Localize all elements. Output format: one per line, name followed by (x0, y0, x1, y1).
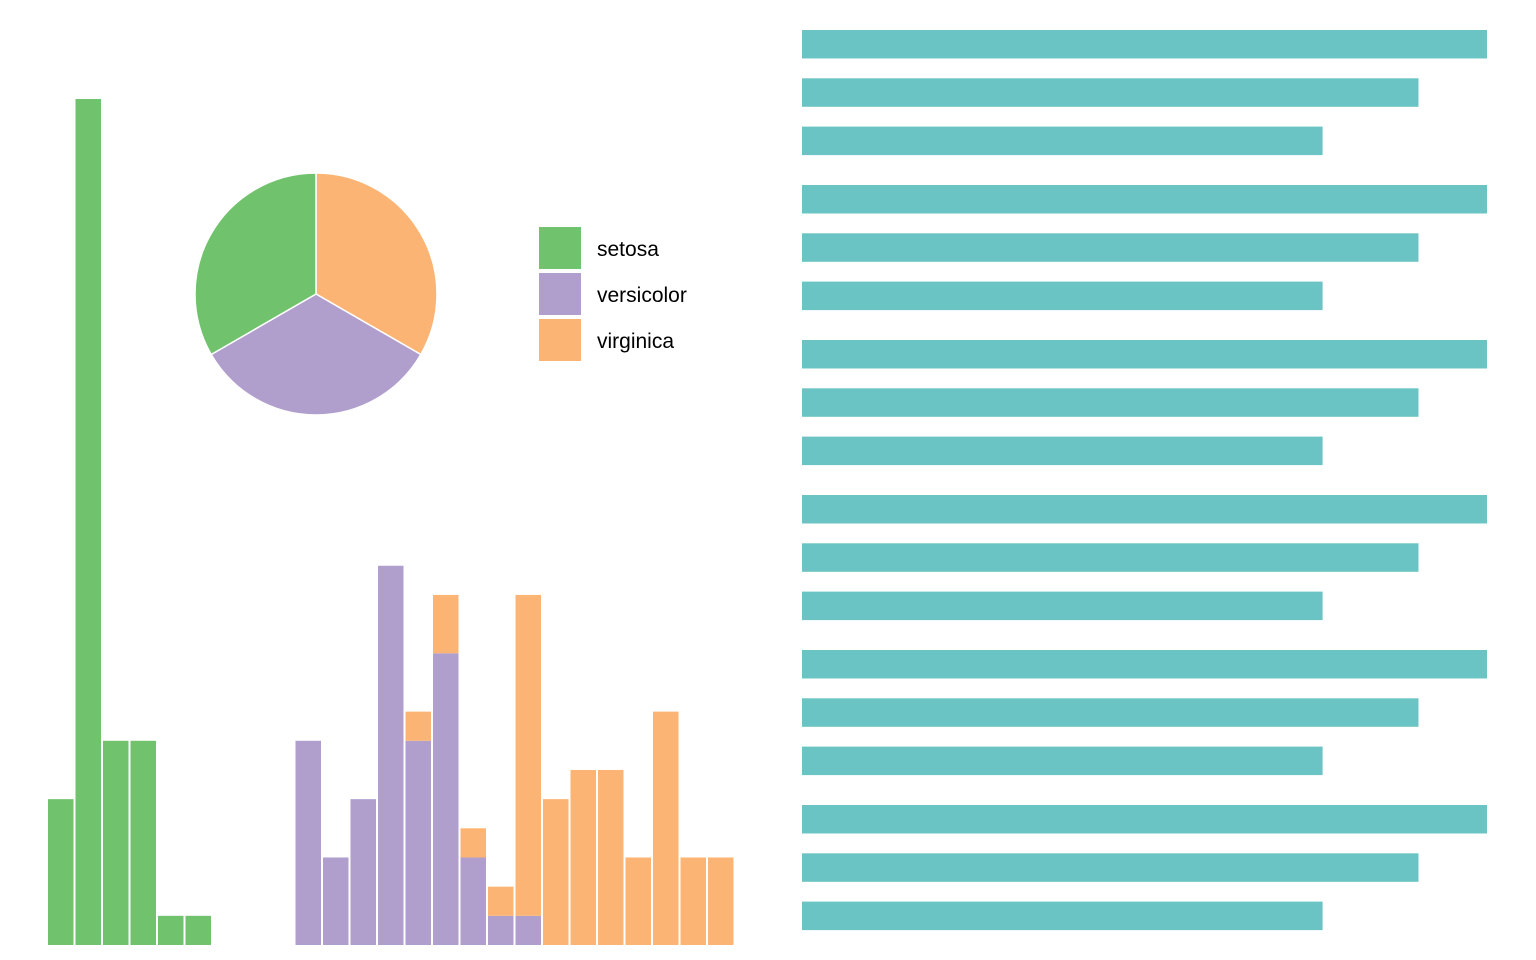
hbar-13 (802, 650, 1487, 679)
hbar-16 (802, 805, 1487, 834)
hbar-12 (802, 591, 1323, 621)
hist-bar-versicolor-16 (488, 915, 514, 945)
hist-bar-setosa-0 (48, 799, 74, 945)
hist-bar-virginica-20 (598, 769, 624, 945)
hbar-5 (802, 233, 1419, 262)
hist-bar-virginica-21 (625, 857, 651, 945)
hbar-8 (802, 388, 1419, 417)
hist-bar-virginica-19 (570, 769, 596, 945)
hbar-6 (802, 281, 1323, 311)
hbar-11 (802, 543, 1419, 572)
horizontal-bar-chart (802, 30, 1487, 931)
hist-bar-virginica-23 (680, 857, 706, 945)
hbar-15 (802, 746, 1323, 776)
hist-bar-virginica-18 (543, 799, 569, 945)
hbar-1 (802, 30, 1487, 59)
legend-label-versicolor: versicolor (597, 284, 687, 307)
hbar-7 (802, 340, 1487, 369)
hbar-9 (802, 436, 1323, 466)
hbar-18 (802, 901, 1323, 931)
legend-swatch-versicolor (539, 273, 581, 315)
hbar-2 (802, 78, 1419, 107)
legend-swatch-virginica (539, 319, 581, 361)
hist-bar-setosa-5 (185, 915, 211, 945)
legend-swatch-setosa (539, 227, 581, 269)
hist-bar-virginica-13 (405, 711, 431, 741)
hist-bar-virginica-17 (515, 594, 541, 916)
stacked-histogram (48, 99, 734, 945)
hist-bar-setosa-1 (75, 99, 101, 945)
species-pie-chart (194, 172, 438, 416)
hist-bar-virginica-22 (653, 711, 679, 945)
hbar-14 (802, 698, 1419, 727)
hbar-3 (802, 126, 1323, 156)
hist-bar-versicolor-15 (460, 857, 486, 945)
hist-bar-setosa-4 (158, 915, 184, 945)
hist-bar-versicolor-9 (295, 740, 321, 945)
hist-bar-versicolor-13 (405, 740, 431, 945)
hist-bar-versicolor-10 (323, 857, 349, 945)
hist-bar-virginica-14 (433, 594, 459, 654)
pie-legend: setosa versicolor virginica (539, 227, 687, 361)
hist-bar-virginica-15 (460, 828, 486, 858)
pie-slice-virginica (315, 172, 438, 356)
hist-bar-versicolor-12 (378, 565, 404, 945)
hist-bar-setosa-2 (103, 740, 129, 945)
hbar-17 (802, 853, 1419, 882)
legend-label-setosa: setosa (597, 238, 659, 261)
hist-bar-setosa-3 (130, 740, 156, 945)
pie-slice-setosa (194, 172, 317, 356)
hist-bar-virginica-24 (708, 857, 734, 945)
hist-bar-versicolor-11 (350, 799, 376, 945)
hist-bar-versicolor-17 (515, 915, 541, 945)
hbar-10 (802, 495, 1487, 524)
hist-bar-versicolor-14 (433, 653, 459, 945)
hist-bar-virginica-16 (488, 886, 514, 916)
legend-label-virginica: virginica (597, 330, 674, 353)
hbar-4 (802, 185, 1487, 214)
